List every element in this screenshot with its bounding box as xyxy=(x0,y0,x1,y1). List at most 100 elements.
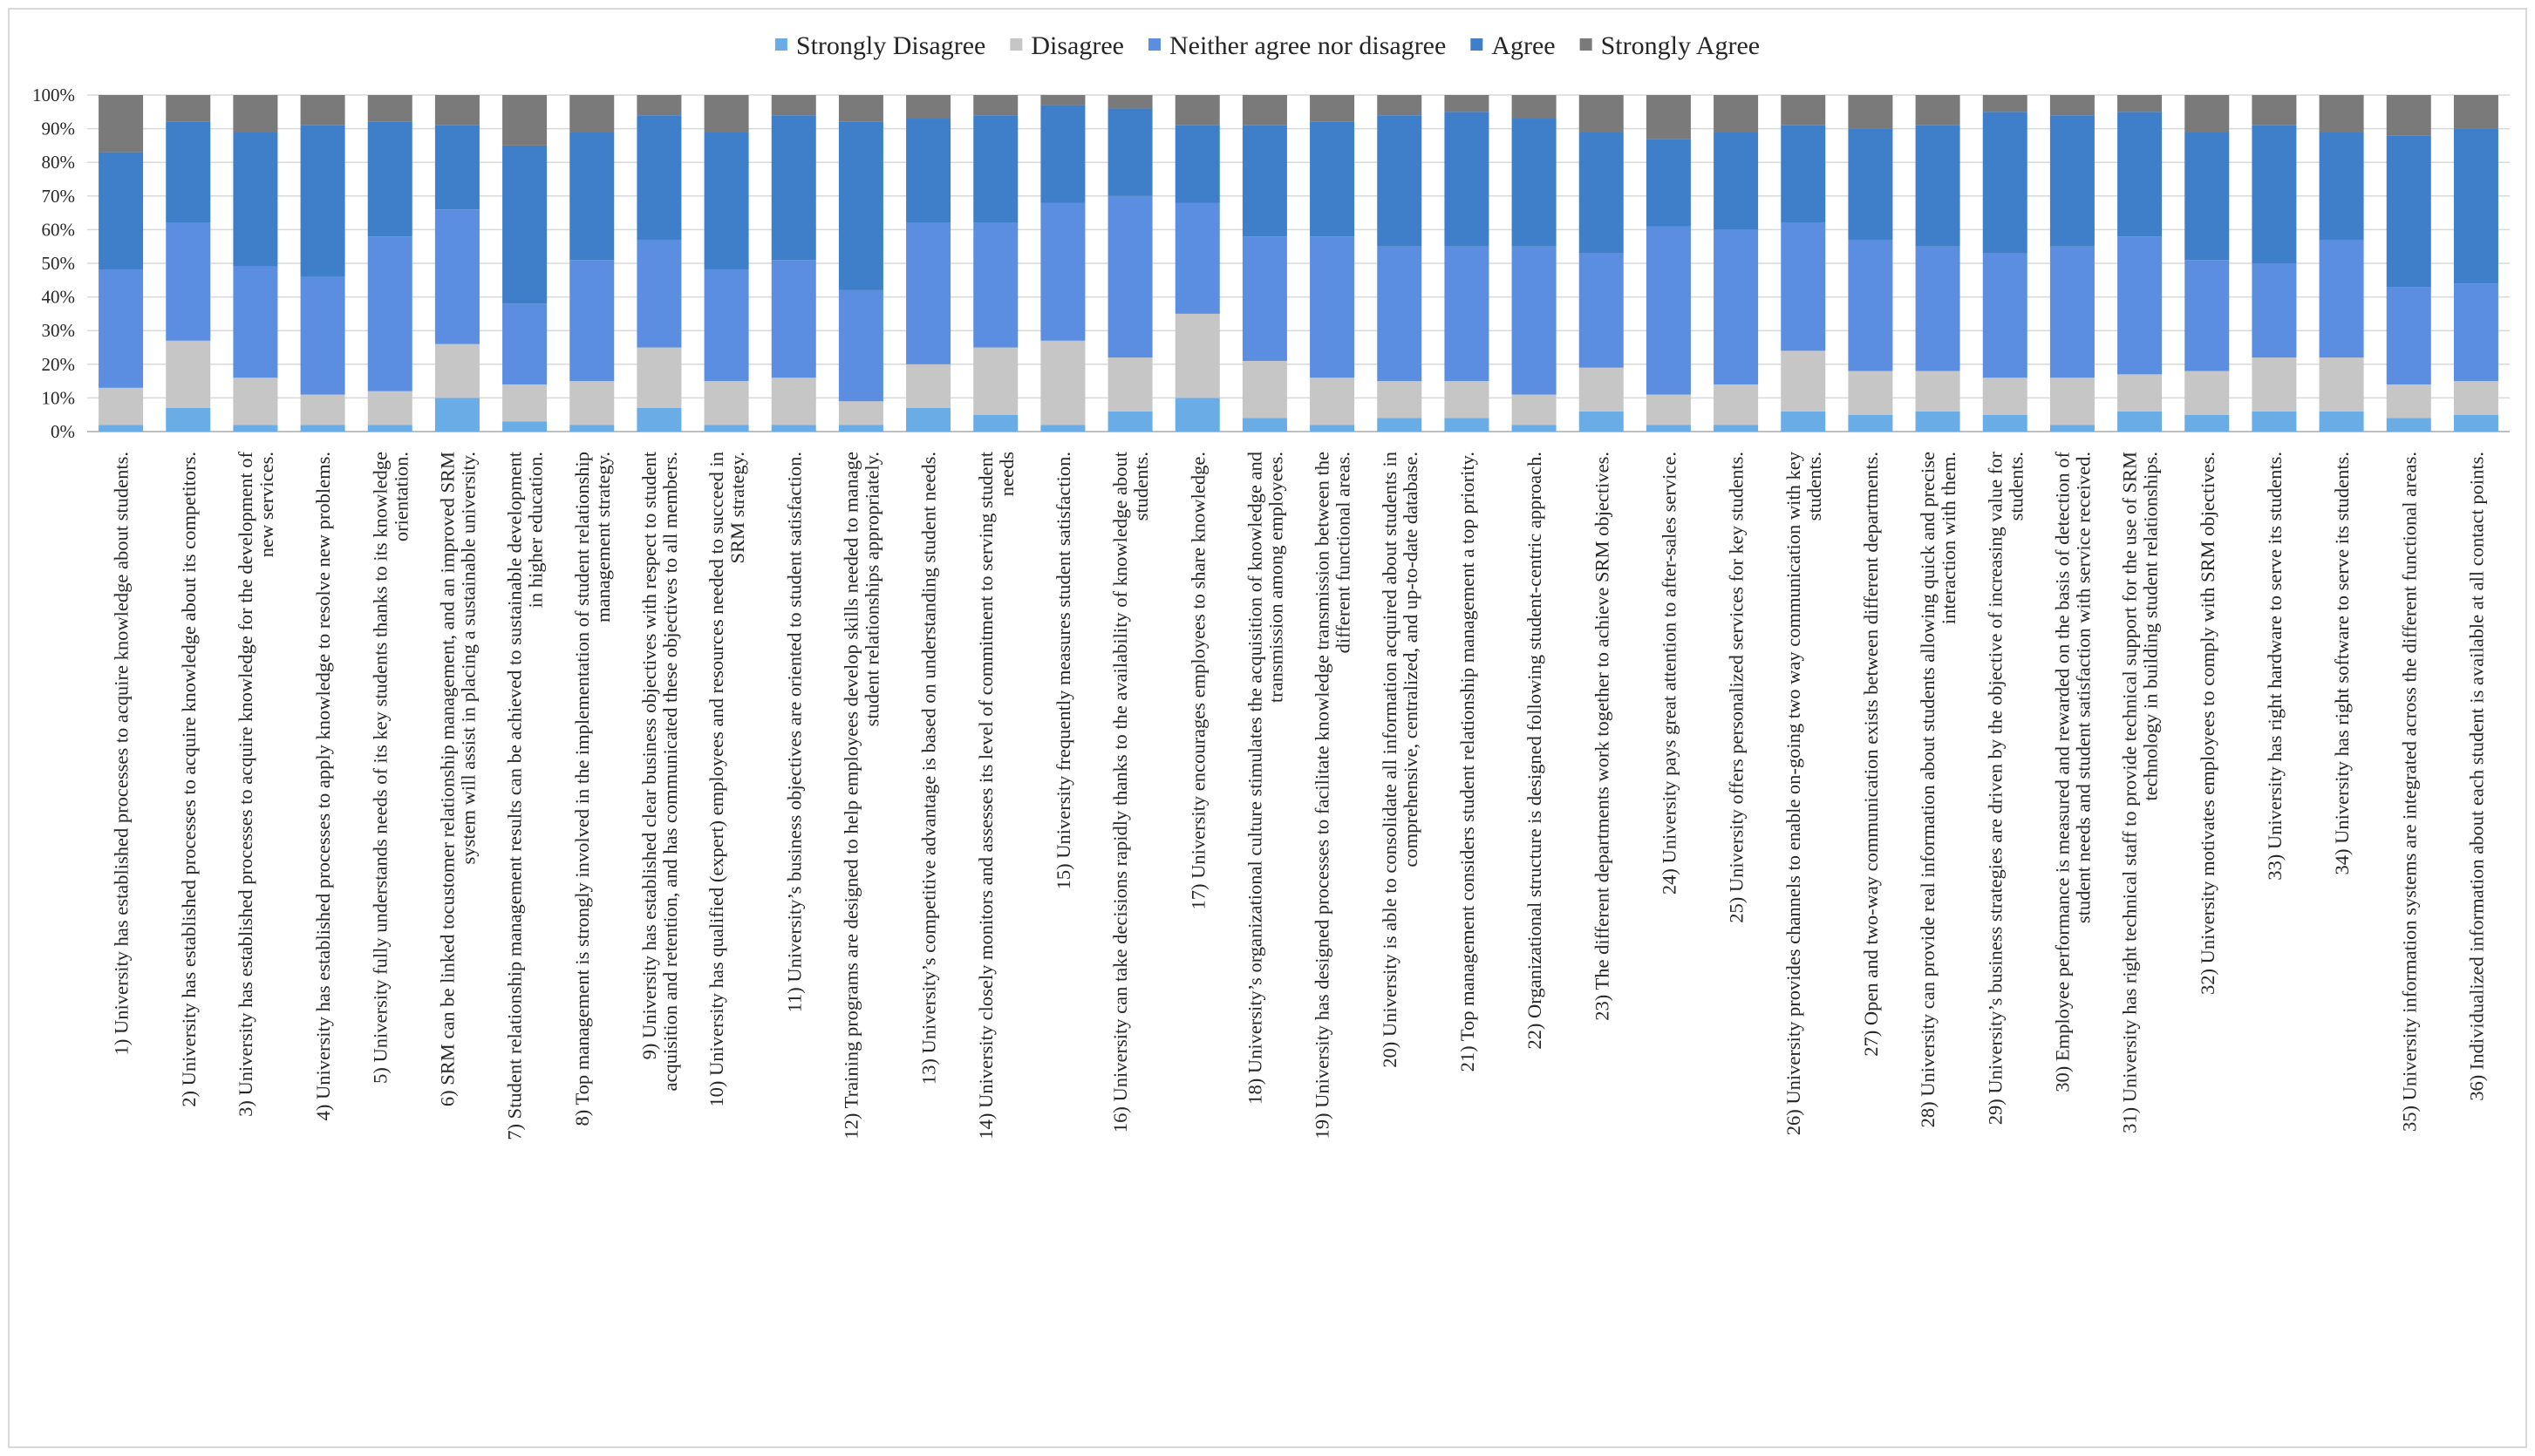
x-category-label-line: management strategy. xyxy=(592,452,614,623)
bar-segment-disagree xyxy=(1444,381,1489,418)
bar-2 xyxy=(166,95,211,432)
x-category-label: 2) University has established processes … xyxy=(178,452,200,1107)
bar-segment-strongly-agree xyxy=(1511,95,1557,119)
bar-segment-neither-agree-nor-disagree xyxy=(2117,236,2163,375)
x-category-label: 28) University can provide real informat… xyxy=(1917,452,1959,1127)
x-category-label: 12) Training programs are designed to he… xyxy=(840,452,882,1140)
x-category-label: 7) Student relationship management resul… xyxy=(504,451,547,1140)
bar-segment-neither-agree-nor-disagree xyxy=(1578,253,1624,368)
x-category-label: 20) University is able to consolidate al… xyxy=(1379,452,1421,1068)
bar-segment-neither-agree-nor-disagree xyxy=(1107,195,1153,358)
bar-segment-strongly-disagree xyxy=(300,425,345,432)
bar-segment-disagree xyxy=(2117,374,2163,412)
bar-segment-agree xyxy=(1714,132,1759,230)
bar-23 xyxy=(1578,95,1624,432)
x-category-label-line: 28) University can provide real informat… xyxy=(1917,452,1939,1127)
y-tick-label: 50% xyxy=(42,253,76,274)
bar-segment-agree xyxy=(2117,112,2163,237)
bar-segment-strongly-agree xyxy=(906,95,951,119)
bar-segment-agree xyxy=(637,115,682,240)
y-tick-label: 30% xyxy=(42,320,76,341)
bar-segment-agree xyxy=(2319,132,2364,240)
bar-segment-strongly-disagree xyxy=(2184,414,2230,432)
bar-8 xyxy=(569,95,615,432)
bar-34 xyxy=(2319,95,2364,432)
bar-9 xyxy=(637,95,682,432)
x-category-label: 34) University has right software to ser… xyxy=(2331,452,2353,875)
bar-segment-neither-agree-nor-disagree xyxy=(300,276,345,395)
x-category-label-line: students. xyxy=(1130,452,1152,520)
bar-segment-strongly-agree xyxy=(2252,95,2297,126)
bar-segment-strongly-agree xyxy=(1444,95,1489,112)
bar-segment-strongly-disagree xyxy=(1848,414,1893,432)
bar-segment-neither-agree-nor-disagree xyxy=(1646,226,1691,395)
x-category-label-line: system will assist in placing a sustaina… xyxy=(457,452,479,864)
bar-segment-agree xyxy=(1107,108,1153,196)
x-category-label-line: transmission among employees. xyxy=(1264,452,1286,703)
bar-25 xyxy=(1714,95,1759,432)
x-category-label-line: 14) University closely monitors and asse… xyxy=(975,451,997,1139)
bar-segment-disagree xyxy=(1578,367,1624,412)
x-category-label-line: 35) University information systems are i… xyxy=(2398,452,2420,1132)
x-category-label-line: 30) Employee performance is measured and… xyxy=(2051,452,2073,1092)
x-category-label-line: student needs and student satisfaction w… xyxy=(2072,452,2094,923)
bar-segment-neither-agree-nor-disagree xyxy=(771,260,816,378)
bar-segment-agree xyxy=(502,145,548,304)
bar-segment-disagree xyxy=(2453,381,2498,415)
bar-segment-disagree xyxy=(1175,313,1220,398)
bar-segment-neither-agree-nor-disagree xyxy=(367,236,412,391)
bar-26 xyxy=(1781,95,1826,432)
x-category-label: 10) University has qualified (expert) em… xyxy=(705,452,748,1107)
x-category-label-line: different functional areas. xyxy=(1332,452,1354,653)
bar-segment-strongly-disagree xyxy=(2049,425,2095,432)
x-category-label: 36) Individualized information about eac… xyxy=(2465,452,2487,1101)
bar-segment-disagree xyxy=(1848,371,1893,415)
bar-segment-strongly-agree xyxy=(1714,95,1759,133)
bar-segment-agree xyxy=(1040,105,1086,203)
bar-segment-strongly-agree xyxy=(1310,95,1355,122)
bar-segment-agree xyxy=(1242,125,1287,237)
x-category-label-line: 21) Top management considers student rel… xyxy=(1456,452,1478,1072)
bar-segment-strongly-disagree xyxy=(704,425,749,432)
bar-4 xyxy=(300,95,345,432)
bar-segment-agree xyxy=(1377,115,1422,247)
x-category-label-line: 34) University has right software to ser… xyxy=(2331,452,2353,875)
bar-7 xyxy=(502,95,548,432)
x-category-label: 24) University pays great attention to a… xyxy=(1658,452,1680,895)
x-category-label: 32) University motivates employees to co… xyxy=(2197,452,2218,995)
bar-segment-strongly-agree xyxy=(771,95,816,116)
bar-segment-neither-agree-nor-disagree xyxy=(906,222,951,364)
x-category-label-line: new services. xyxy=(256,452,277,557)
bar-segment-strongly-disagree xyxy=(1982,414,2027,432)
bar-segment-strongly-agree xyxy=(1848,95,1893,129)
bar-segment-agree xyxy=(2049,115,2095,247)
bar-segment-agree xyxy=(771,115,816,261)
bar-segment-strongly-disagree xyxy=(1714,425,1759,432)
x-category-label-line: 4) University has established processes … xyxy=(312,452,334,1120)
x-category-label: 33) University has right hardware to ser… xyxy=(2264,452,2286,881)
bar-30 xyxy=(2049,95,2095,432)
legend-label: Agree xyxy=(1491,31,1555,60)
bar-segment-neither-agree-nor-disagree xyxy=(434,209,480,344)
bar-segment-neither-agree-nor-disagree xyxy=(1781,222,1826,351)
y-tick-label: 0% xyxy=(51,421,75,442)
x-category-label-line: 8) Top management is strongly involved i… xyxy=(571,452,593,1126)
x-category-label-line: 7) Student relationship management resul… xyxy=(504,451,526,1140)
x-category-label: 19) University has designed processes to… xyxy=(1312,452,1354,1140)
bar-33 xyxy=(2252,95,2297,432)
bar-segment-strongly-disagree xyxy=(637,407,682,432)
x-category-label-line: 32) University motivates employees to co… xyxy=(2197,452,2218,995)
x-category-label-line: 12) Training programs are designed to he… xyxy=(840,452,862,1140)
x-category-label-line: comprehensive, centralized, and up-to-da… xyxy=(1400,452,1421,867)
bar-segment-neither-agree-nor-disagree xyxy=(99,269,144,388)
x-category-label-line: 23) The different departments work toget… xyxy=(1591,452,1612,1021)
x-category-label: 35) University information systems are i… xyxy=(2398,452,2420,1132)
x-category-label: 22) Organizational structure is designed… xyxy=(1523,452,1545,1050)
legend-swatch xyxy=(1579,38,1592,51)
x-category-label-line: technology in building student relations… xyxy=(2140,452,2162,801)
bar-segment-disagree xyxy=(2252,357,2297,412)
y-tick-label: 60% xyxy=(42,219,76,240)
bar-segment-strongly-disagree xyxy=(1175,398,1220,432)
bar-segment-agree xyxy=(166,121,211,223)
bar-segment-neither-agree-nor-disagree xyxy=(1175,202,1220,314)
